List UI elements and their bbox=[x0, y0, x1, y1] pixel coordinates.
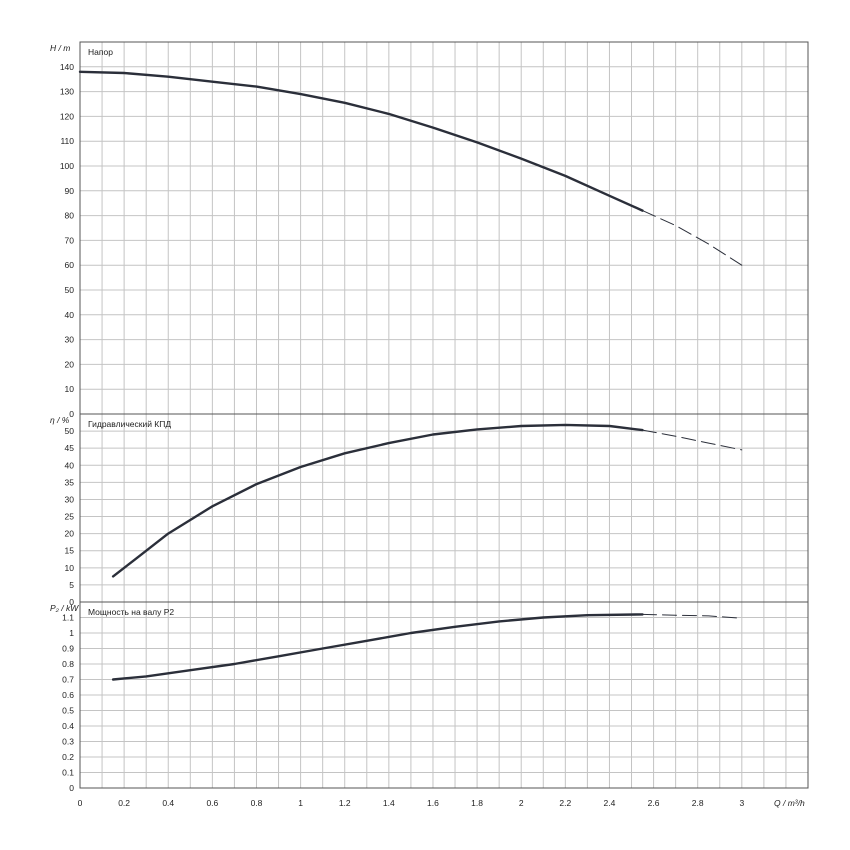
x-tick-label: 2 bbox=[519, 798, 524, 808]
y-tick-label: 0.5 bbox=[62, 706, 74, 716]
curve bbox=[78, 70, 644, 212]
curve-extrapolated bbox=[642, 429, 743, 451]
y-tick-label: 0.3 bbox=[62, 737, 74, 747]
y-tick-label: 40 bbox=[65, 460, 75, 470]
y-tick-label: 0.8 bbox=[62, 659, 74, 669]
y-tick-label: 0 bbox=[69, 409, 74, 419]
panel-title: Мощность на валу P2 bbox=[88, 607, 174, 617]
x-tick-label: 2.4 bbox=[604, 798, 616, 808]
y-tick-label: 0 bbox=[69, 597, 74, 607]
y-tick-label: 20 bbox=[65, 359, 75, 369]
y-tick-label: 0.4 bbox=[62, 721, 74, 731]
y-tick-label: 40 bbox=[65, 310, 75, 320]
curves bbox=[78, 70, 743, 681]
y-tick-label: 70 bbox=[65, 235, 75, 245]
y-tick-label: 10 bbox=[65, 563, 75, 573]
y-tick-label: 0.7 bbox=[62, 675, 74, 685]
x-tick-label: 3 bbox=[739, 798, 744, 808]
y-tick-label: 90 bbox=[65, 186, 75, 196]
y-tick-label: 0.6 bbox=[62, 690, 74, 700]
y-tick-label: 0.2 bbox=[62, 752, 74, 762]
y-axis-label: η / % bbox=[50, 415, 70, 425]
y-tick-label: 0 bbox=[69, 783, 74, 793]
y-axis-label: H / m bbox=[50, 43, 70, 53]
curve bbox=[111, 423, 644, 578]
y-tick-label: 130 bbox=[60, 87, 74, 97]
x-tick-label: 0.4 bbox=[162, 798, 174, 808]
curve bbox=[111, 613, 644, 681]
y-tick-label: 100 bbox=[60, 161, 74, 171]
y-tick-label: 110 bbox=[60, 136, 74, 146]
y-tick-label: 50 bbox=[65, 285, 75, 295]
y-tick-label: 30 bbox=[65, 335, 75, 345]
x-tick-label: 2.6 bbox=[648, 798, 660, 808]
x-tick-label: 2.8 bbox=[692, 798, 704, 808]
y-tick-label: 35 bbox=[65, 477, 75, 487]
y-tick-label: 120 bbox=[60, 111, 74, 121]
curve-extrapolated bbox=[642, 613, 743, 619]
panel-frames bbox=[79, 41, 809, 789]
y-tick-label: 0.9 bbox=[62, 644, 74, 654]
y-tick-label: 0.1 bbox=[62, 768, 74, 778]
x-tick-label: 0 bbox=[78, 798, 83, 808]
curve-extrapolated bbox=[642, 210, 743, 266]
panel-titles: Напор Гидравлический КПД Мощность на валу … bbox=[88, 47, 174, 617]
x-tick-label: 0.2 bbox=[118, 798, 130, 808]
x-tick-label: 2.2 bbox=[559, 798, 571, 808]
y-tick-label: 50 bbox=[65, 426, 75, 436]
panel-title: Напор bbox=[88, 47, 113, 57]
y-tick-label: 45 bbox=[65, 443, 75, 453]
y-tick-label: 30 bbox=[65, 494, 75, 504]
x-tick-label: 1 bbox=[298, 798, 303, 808]
y-tick-label: 80 bbox=[65, 211, 75, 221]
x-tick-label: 1.8 bbox=[471, 798, 483, 808]
grid-lines bbox=[80, 42, 808, 788]
y-axis-label: P₂ / kW bbox=[50, 603, 79, 613]
panel-frame bbox=[79, 601, 809, 789]
y-tick-label: 20 bbox=[65, 529, 75, 539]
y-tick-label: 10 bbox=[65, 384, 75, 394]
y-tick-label: 25 bbox=[65, 512, 75, 522]
y-tick-label: 1 bbox=[69, 628, 74, 638]
panel-frame bbox=[79, 413, 809, 603]
panel-title: Гидравлический КПД bbox=[88, 419, 171, 429]
y-tick-label: 60 bbox=[65, 260, 75, 270]
y-tick-label: 140 bbox=[60, 62, 74, 72]
y-tick-label: 5 bbox=[69, 580, 74, 590]
y-tick-label: 1.1 bbox=[62, 613, 74, 623]
x-tick-label: 1.6 bbox=[427, 798, 439, 808]
x-tick-label: 0.8 bbox=[251, 798, 263, 808]
x-tick-label: 1.4 bbox=[383, 798, 395, 808]
x-axis-label: Q / m³/h bbox=[774, 798, 805, 808]
x-tick-label: 0.6 bbox=[206, 798, 218, 808]
panel-frame bbox=[79, 41, 809, 415]
x-tick-label: 1.2 bbox=[339, 798, 351, 808]
y-tick-label: 15 bbox=[65, 546, 75, 556]
